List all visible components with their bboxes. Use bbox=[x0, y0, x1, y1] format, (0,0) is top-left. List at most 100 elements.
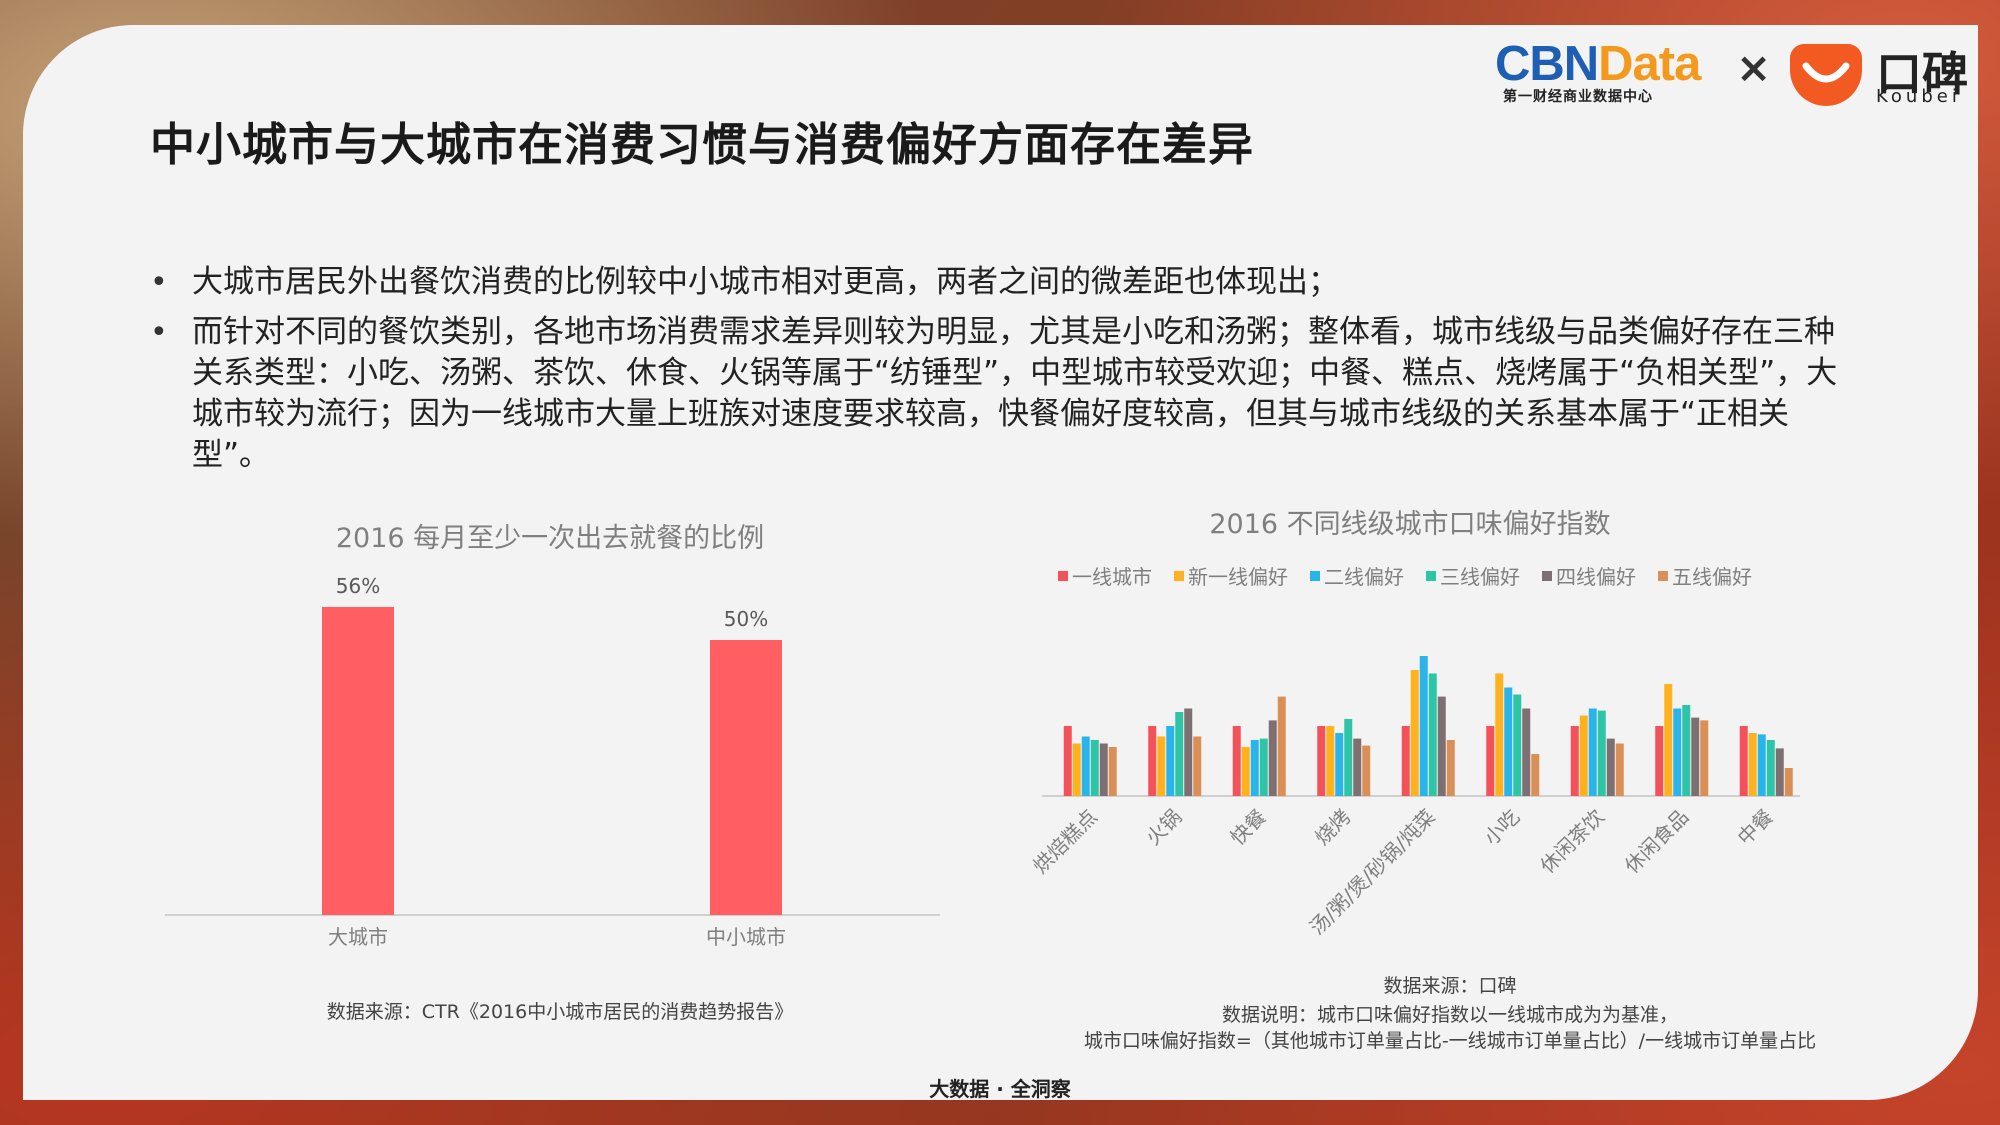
legend-swatch bbox=[1310, 570, 1320, 581]
footer-slogan: 大数据 · 全洞察 bbox=[929, 1077, 1071, 1101]
bar bbox=[1739, 726, 1748, 796]
page-title: 中小城市与大城市在消费习惯与消费偏好方面存在差异 bbox=[150, 118, 1255, 171]
x-tick-label: 烘焙糕点 bbox=[1028, 805, 1102, 879]
x-tick-label: 烧烤 bbox=[1310, 805, 1355, 850]
bar bbox=[1495, 673, 1504, 796]
bar bbox=[1241, 747, 1250, 796]
x-tick-label: 小吃 bbox=[1479, 805, 1524, 850]
x-tick-label: 大城市 bbox=[328, 925, 388, 949]
legend-swatch bbox=[1058, 570, 1068, 581]
bar bbox=[1148, 726, 1157, 796]
legend-item: 五线偏好 bbox=[1658, 561, 1752, 590]
bar bbox=[1486, 726, 1495, 796]
cbndata-logo: CBNData bbox=[1495, 36, 1701, 92]
bar bbox=[1504, 687, 1513, 796]
bar bbox=[1184, 708, 1193, 796]
koubei-logo-text: 口碑 bbox=[1876, 47, 1968, 101]
left-chart-title: 2016 每月至少一次出去就餐的比例 bbox=[335, 523, 765, 554]
x-tick-label: 中小城市 bbox=[706, 925, 786, 949]
bar bbox=[1090, 740, 1099, 796]
legend-item: 新一线偏好 bbox=[1174, 561, 1288, 590]
bar bbox=[1232, 726, 1241, 796]
bullet-list: 大城市居民外出餐饮消费的比例较中小城市相对更高，两者之间的微差距也体现出； 而针… bbox=[150, 262, 1840, 485]
bullet-item: 大城市居民外出餐饮消费的比例较中小城市相对更高，两者之间的微差距也体现出； bbox=[150, 262, 1840, 303]
bullet-item: 而针对不同的餐饮类别，各地市场消费需求差异则较为明显，尤其是小吃和汤粥；整体看，… bbox=[150, 312, 1840, 476]
legend-label: 二线偏好 bbox=[1324, 565, 1404, 589]
bar bbox=[1437, 696, 1446, 796]
bar bbox=[1513, 694, 1522, 796]
bar bbox=[1317, 726, 1326, 796]
bar bbox=[1784, 768, 1793, 796]
cbndata-logo-subtitle: 第一财经商业数据中心 bbox=[1503, 89, 1653, 105]
koubei-logo-icon bbox=[1790, 44, 1862, 106]
bar bbox=[1277, 696, 1286, 796]
bar bbox=[1344, 719, 1353, 796]
bar bbox=[1775, 748, 1784, 796]
bar bbox=[710, 640, 782, 915]
bar bbox=[1655, 726, 1664, 796]
legend-swatch bbox=[1658, 570, 1668, 581]
bar bbox=[1081, 736, 1090, 796]
bar bbox=[1748, 733, 1757, 796]
legend-label: 四线偏好 bbox=[1556, 565, 1636, 589]
bar bbox=[1682, 705, 1691, 796]
legend-item: 四线偏好 bbox=[1542, 561, 1636, 590]
bar bbox=[1419, 656, 1428, 796]
bar bbox=[1766, 740, 1775, 796]
right-chart-title: 2016 不同线级城市口味偏好指数 bbox=[1209, 509, 1611, 540]
legend-swatch bbox=[1174, 570, 1184, 581]
bar bbox=[1606, 738, 1615, 796]
right-chart-note-2: 城市口味偏好指数=（其他城市订单量占比-一线城市订单量占比）/一线城市订单量占比 bbox=[1083, 1030, 1817, 1052]
bar bbox=[1531, 754, 1540, 796]
legend-item: 三线偏好 bbox=[1426, 561, 1520, 590]
x-tick-label: 快餐 bbox=[1226, 805, 1271, 850]
bar bbox=[1757, 734, 1766, 796]
data-label: 56% bbox=[336, 574, 380, 598]
koubei-logo-subtitle: Koubei bbox=[1876, 86, 1961, 107]
legend-swatch bbox=[1542, 570, 1552, 581]
bar bbox=[1362, 745, 1371, 796]
legend-label: 新一线偏好 bbox=[1188, 565, 1288, 589]
right-chart-note-1: 数据说明：城市口味偏好指数以一线城市成为为基准， bbox=[1221, 1004, 1678, 1026]
x-tick-label: 休闲食品 bbox=[1620, 805, 1694, 879]
bar bbox=[1250, 740, 1259, 796]
bar bbox=[1099, 743, 1108, 796]
bar bbox=[1691, 717, 1700, 796]
bar bbox=[1108, 747, 1117, 796]
legend-swatch bbox=[1426, 570, 1436, 581]
bar bbox=[1072, 743, 1081, 796]
bar bbox=[1268, 720, 1277, 796]
bar bbox=[1428, 673, 1437, 796]
left-chart-source: 数据来源：CTR《2016中小城市居民的消费趋势报告》 bbox=[326, 1001, 794, 1023]
bar bbox=[1579, 715, 1588, 796]
bar bbox=[1673, 708, 1682, 796]
bar bbox=[1353, 738, 1362, 796]
bar bbox=[1446, 740, 1455, 796]
content-card bbox=[23, 25, 1978, 1100]
bar bbox=[1193, 736, 1202, 796]
legend-label: 五线偏好 bbox=[1672, 565, 1752, 589]
bar bbox=[1522, 708, 1531, 796]
legend-item: 二线偏好 bbox=[1310, 561, 1404, 590]
bar bbox=[1063, 726, 1072, 796]
left-bar-chart: 56% 大城市 50% 中小城市 bbox=[165, 574, 940, 949]
right-chart-legend: 一线城市 新一线偏好 二线偏好 三线偏好 四线偏好 五线偏好 bbox=[1058, 561, 1752, 590]
bar bbox=[1588, 708, 1597, 796]
bar bbox=[1175, 712, 1184, 796]
right-grouped-bar-chart: 烘焙糕点 火锅 快餐 烧烤汤/粥/煲/砂锅/炖菜 小吃 休闲茶饮 休闲食品 中餐 bbox=[1028, 656, 1800, 940]
right-chart-source: 数据来源：口碑 bbox=[1383, 975, 1517, 997]
bar bbox=[1259, 738, 1268, 796]
bar bbox=[1166, 726, 1175, 796]
legend-item: 一线城市 bbox=[1058, 561, 1152, 590]
bar bbox=[1326, 726, 1335, 796]
bar bbox=[322, 607, 394, 915]
bar bbox=[1570, 726, 1579, 796]
legend-label: 一线城市 bbox=[1072, 565, 1152, 589]
bar bbox=[1597, 710, 1606, 796]
bar bbox=[1335, 733, 1344, 796]
x-tick-label: 中餐 bbox=[1733, 805, 1778, 850]
bar bbox=[1700, 720, 1709, 796]
data-label: 50% bbox=[724, 607, 768, 631]
bar bbox=[1401, 726, 1410, 796]
cbndata-logo-data: Data bbox=[1598, 37, 1701, 91]
